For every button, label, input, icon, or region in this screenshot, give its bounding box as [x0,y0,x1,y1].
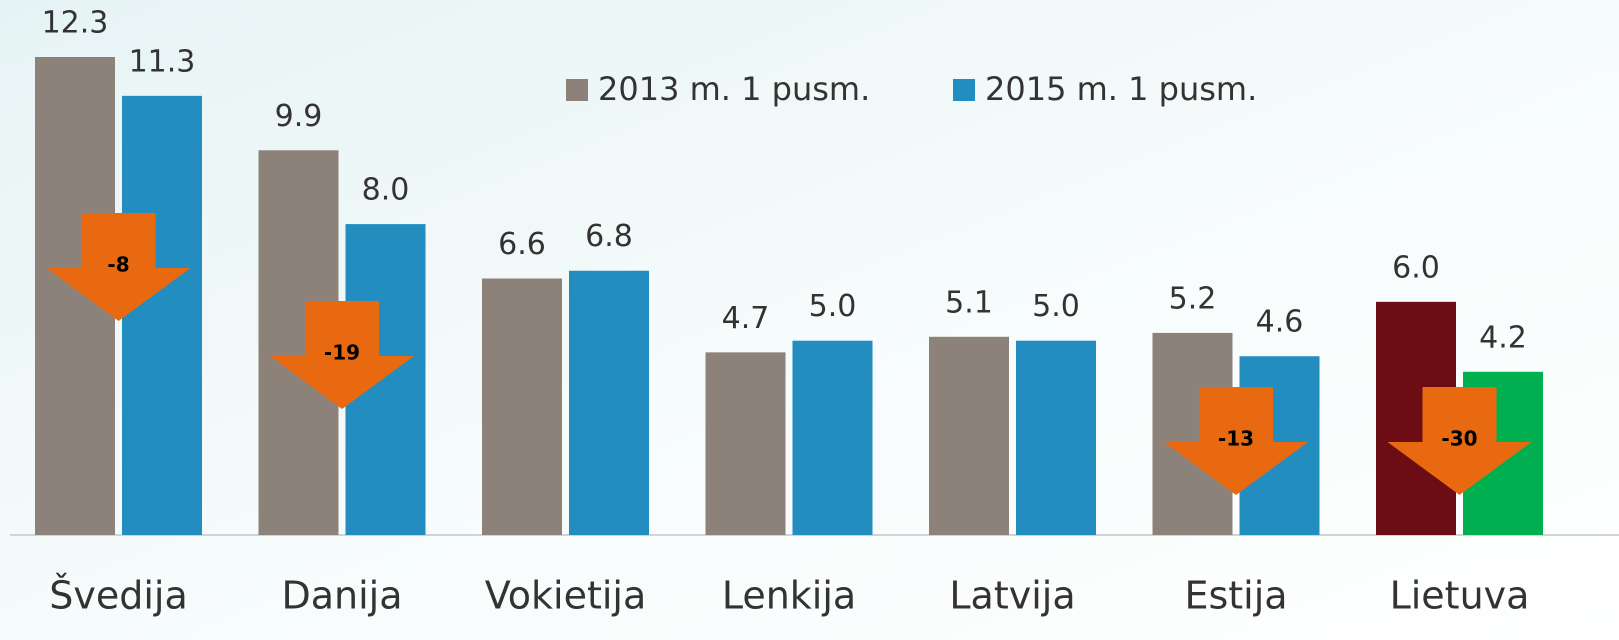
legend-swatch [566,79,588,101]
x-tick-label: Vokietija [485,574,647,618]
x-tick-label: Švedija [49,574,188,618]
value-label: 8.0 [362,173,410,208]
value-label: 5.1 [945,285,993,320]
x-tick-label: Lenkija [722,574,856,618]
value-label: 4.2 [1479,320,1527,355]
value-label: 9.9 [275,99,323,134]
value-label: 5.2 [1169,281,1217,316]
value-label: 5.0 [1032,289,1080,324]
x-tick-label: Lietuva [1390,574,1530,618]
x-tick-label: Estija [1184,574,1287,618]
value-label: 6.8 [585,219,633,254]
x-tick-label: Latvija [949,574,1075,618]
change-label: -30 [1441,427,1477,451]
value-label: 5.0 [809,289,857,324]
bar [569,270,649,535]
change-arrow [1164,387,1308,495]
value-label: 6.6 [498,227,546,262]
change-label: -19 [324,341,360,365]
change-arrow [270,301,414,409]
bar [792,340,873,535]
legend-label: 2015 m. 1 pusm. [985,70,1257,108]
legend-label: 2013 m. 1 pusm. [598,70,870,108]
value-label: 4.7 [722,301,770,336]
change-label: -8 [107,253,129,277]
change-arrow [1387,387,1532,495]
x-tick-label: Danija [281,574,402,618]
bar [1016,340,1096,535]
bar [705,352,786,535]
legend-swatch [953,79,975,101]
value-label: 11.3 [129,44,196,79]
value-label: 4.6 [1256,305,1304,340]
value-label: 6.0 [1392,250,1440,285]
value-label: 12.3 [42,6,109,41]
bar [929,336,1009,535]
change-label: -13 [1218,427,1254,451]
change-arrow [46,213,191,321]
bar [122,95,202,535]
bar [482,278,562,535]
